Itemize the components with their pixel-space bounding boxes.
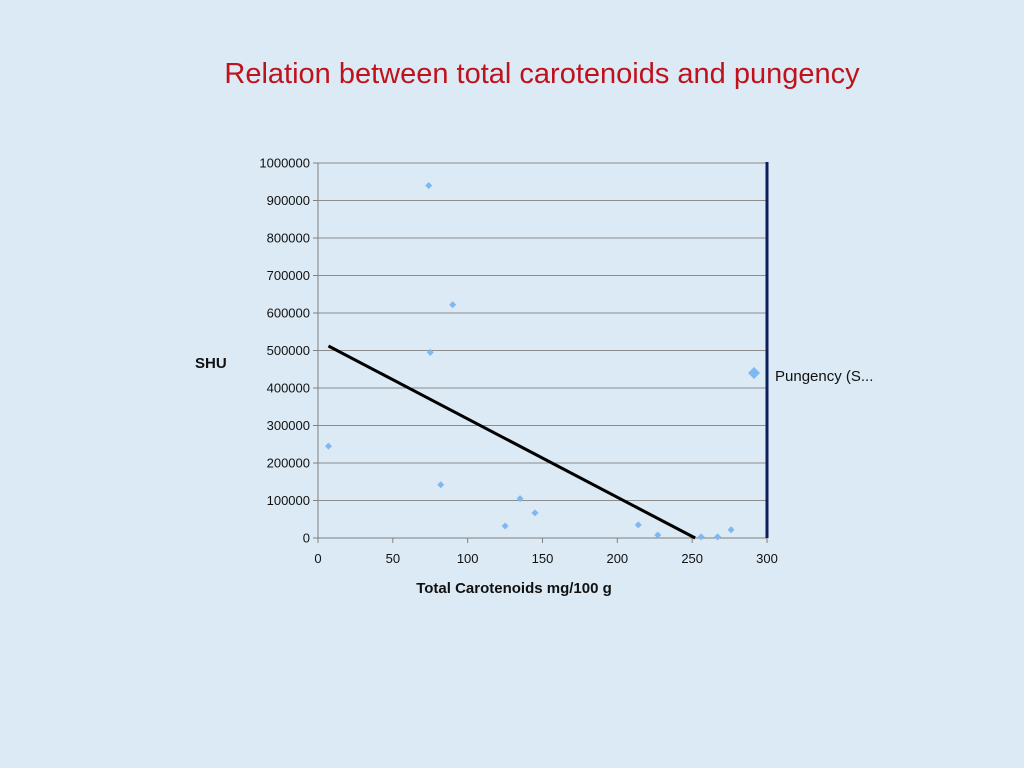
y-tick-label: 600000 [267,306,310,321]
data-point [449,301,457,309]
y-tick-label: 0 [303,531,310,546]
legend-marker-icon [748,367,760,379]
data-point [727,526,735,534]
data-point [697,533,705,541]
x-tick-label: 0 [314,551,321,566]
x-tick-label: 300 [756,551,778,566]
data-point [501,522,509,530]
y-tick-label: 500000 [267,343,310,358]
y-tick-label: 900000 [267,193,310,208]
x-tick-label: 200 [606,551,628,566]
y-tick-label: 400000 [267,381,310,396]
y-tick-label: 300000 [267,418,310,433]
y-tick-label: 700000 [267,268,310,283]
trendline [327,344,696,540]
y-tick-label: 100000 [267,493,310,508]
x-axis-title: Total Carotenoids mg/100 g [416,580,612,597]
y-tick-label: 1000000 [259,156,310,171]
x-tick-label: 50 [386,551,400,566]
data-point [634,521,642,529]
x-tick-label: 250 [681,551,703,566]
y-tick-label: 200000 [267,456,310,471]
data-point [654,531,662,539]
legend-label: Pungency (S... [775,368,873,385]
data-point [437,481,445,489]
data-point [324,442,332,450]
data-point [714,533,722,541]
legend: Pungency (S... [748,367,873,385]
data-point [531,509,539,517]
x-tick-label: 100 [457,551,479,566]
data-point [516,495,524,503]
data-point [426,348,434,356]
slide-title: Relation between total carotenoids and p… [224,58,860,90]
y-axis-title: SHU [195,355,227,372]
x-tick-label: 150 [532,551,554,566]
data-point [425,182,433,189]
y-tick-label: 800000 [267,231,310,246]
